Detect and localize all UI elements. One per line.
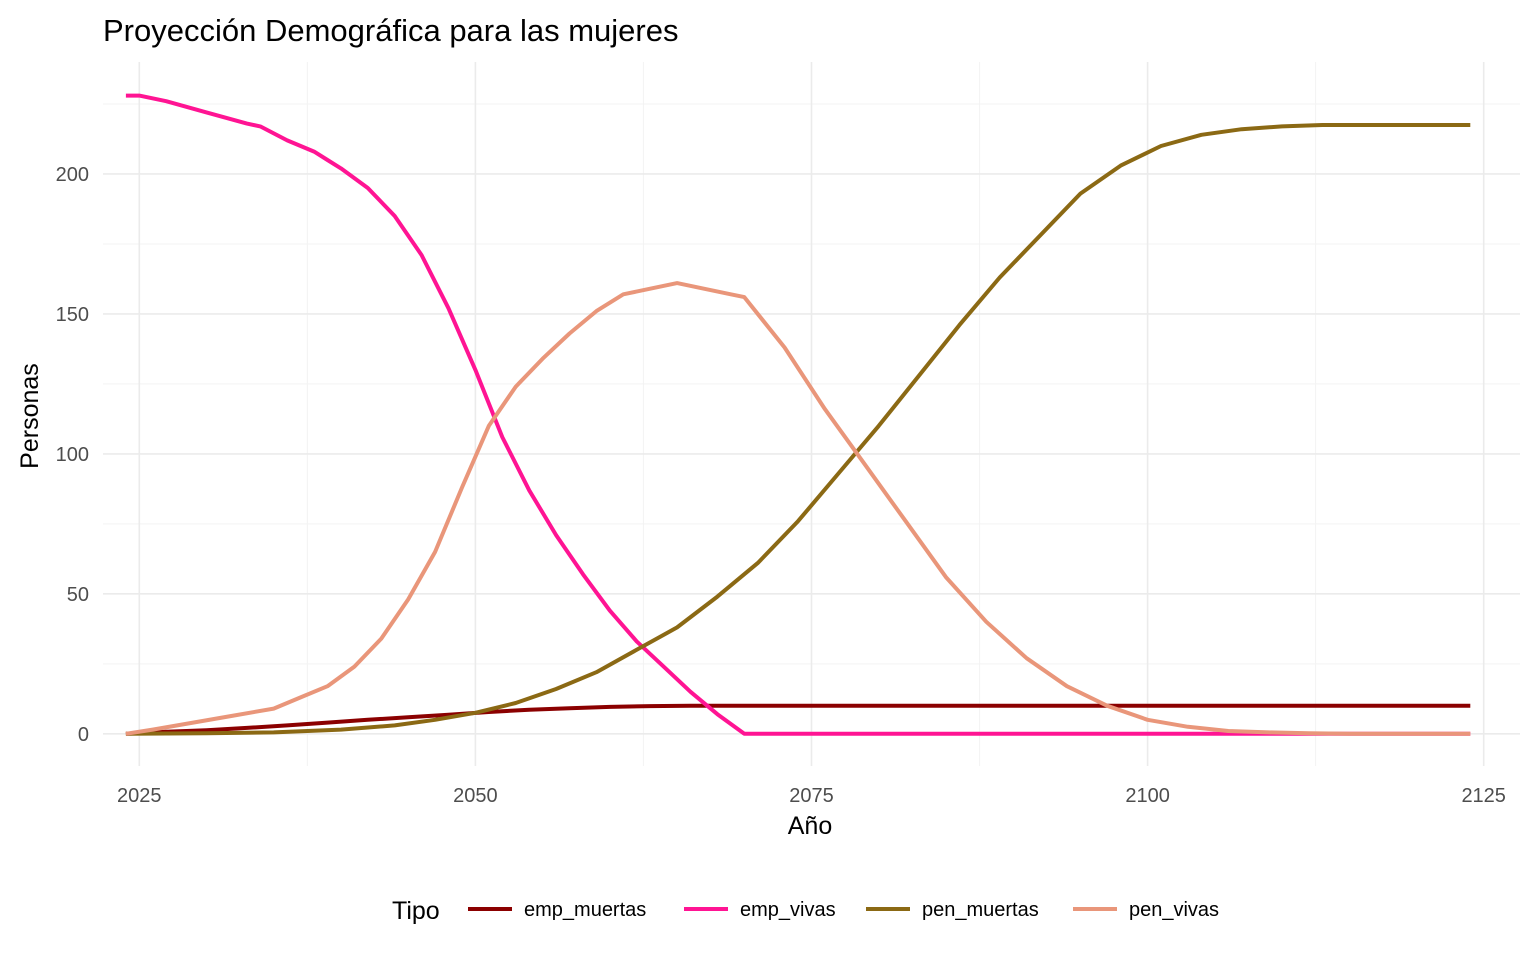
- y-axis-ticks: 0 50 100 150 200: [56, 164, 89, 746]
- series-lines: [125, 93, 1471, 736]
- y-tick-label: 100: [56, 444, 89, 466]
- x-tick-label: 2125: [1461, 785, 1506, 807]
- major-gridlines: [103, 62, 1520, 766]
- legend: Tipo emp_muertas emp_vivas pen_muertas pen_…: [392, 897, 1219, 925]
- series-line-pen-muertas: [125, 123, 1471, 736]
- legend-title: Tipo: [392, 897, 440, 925]
- series-line-pen-vivas: [125, 281, 1471, 736]
- series-line-emp-vivas: [125, 93, 1471, 736]
- x-axis-ticks: 2025 2050 2075 2100 2125: [117, 785, 1506, 807]
- y-tick-label: 200: [56, 164, 89, 186]
- chart-title: Proyección Demográfica para las mujeres: [103, 13, 678, 48]
- series-line-emp-muertas: [125, 703, 1471, 736]
- legend-label-emp-muertas: emp_muertas: [524, 899, 646, 921]
- y-tick-label: 150: [56, 304, 89, 326]
- y-axis-title: Personas: [16, 363, 44, 469]
- x-tick-label: 2050: [453, 785, 498, 807]
- x-tick-label: 2075: [789, 785, 834, 807]
- x-axis-title: Año: [788, 812, 832, 840]
- y-tick-label: 50: [67, 584, 89, 606]
- legend-label-pen-muertas: pen_muertas: [922, 899, 1039, 921]
- legend-label-pen-vivas: pen_vivas: [1129, 899, 1219, 921]
- y-tick-label: 0: [78, 724, 89, 746]
- x-tick-label: 2025: [117, 785, 162, 807]
- x-tick-label: 2100: [1125, 785, 1170, 807]
- legend-label-emp-vivas: emp_vivas: [740, 899, 836, 921]
